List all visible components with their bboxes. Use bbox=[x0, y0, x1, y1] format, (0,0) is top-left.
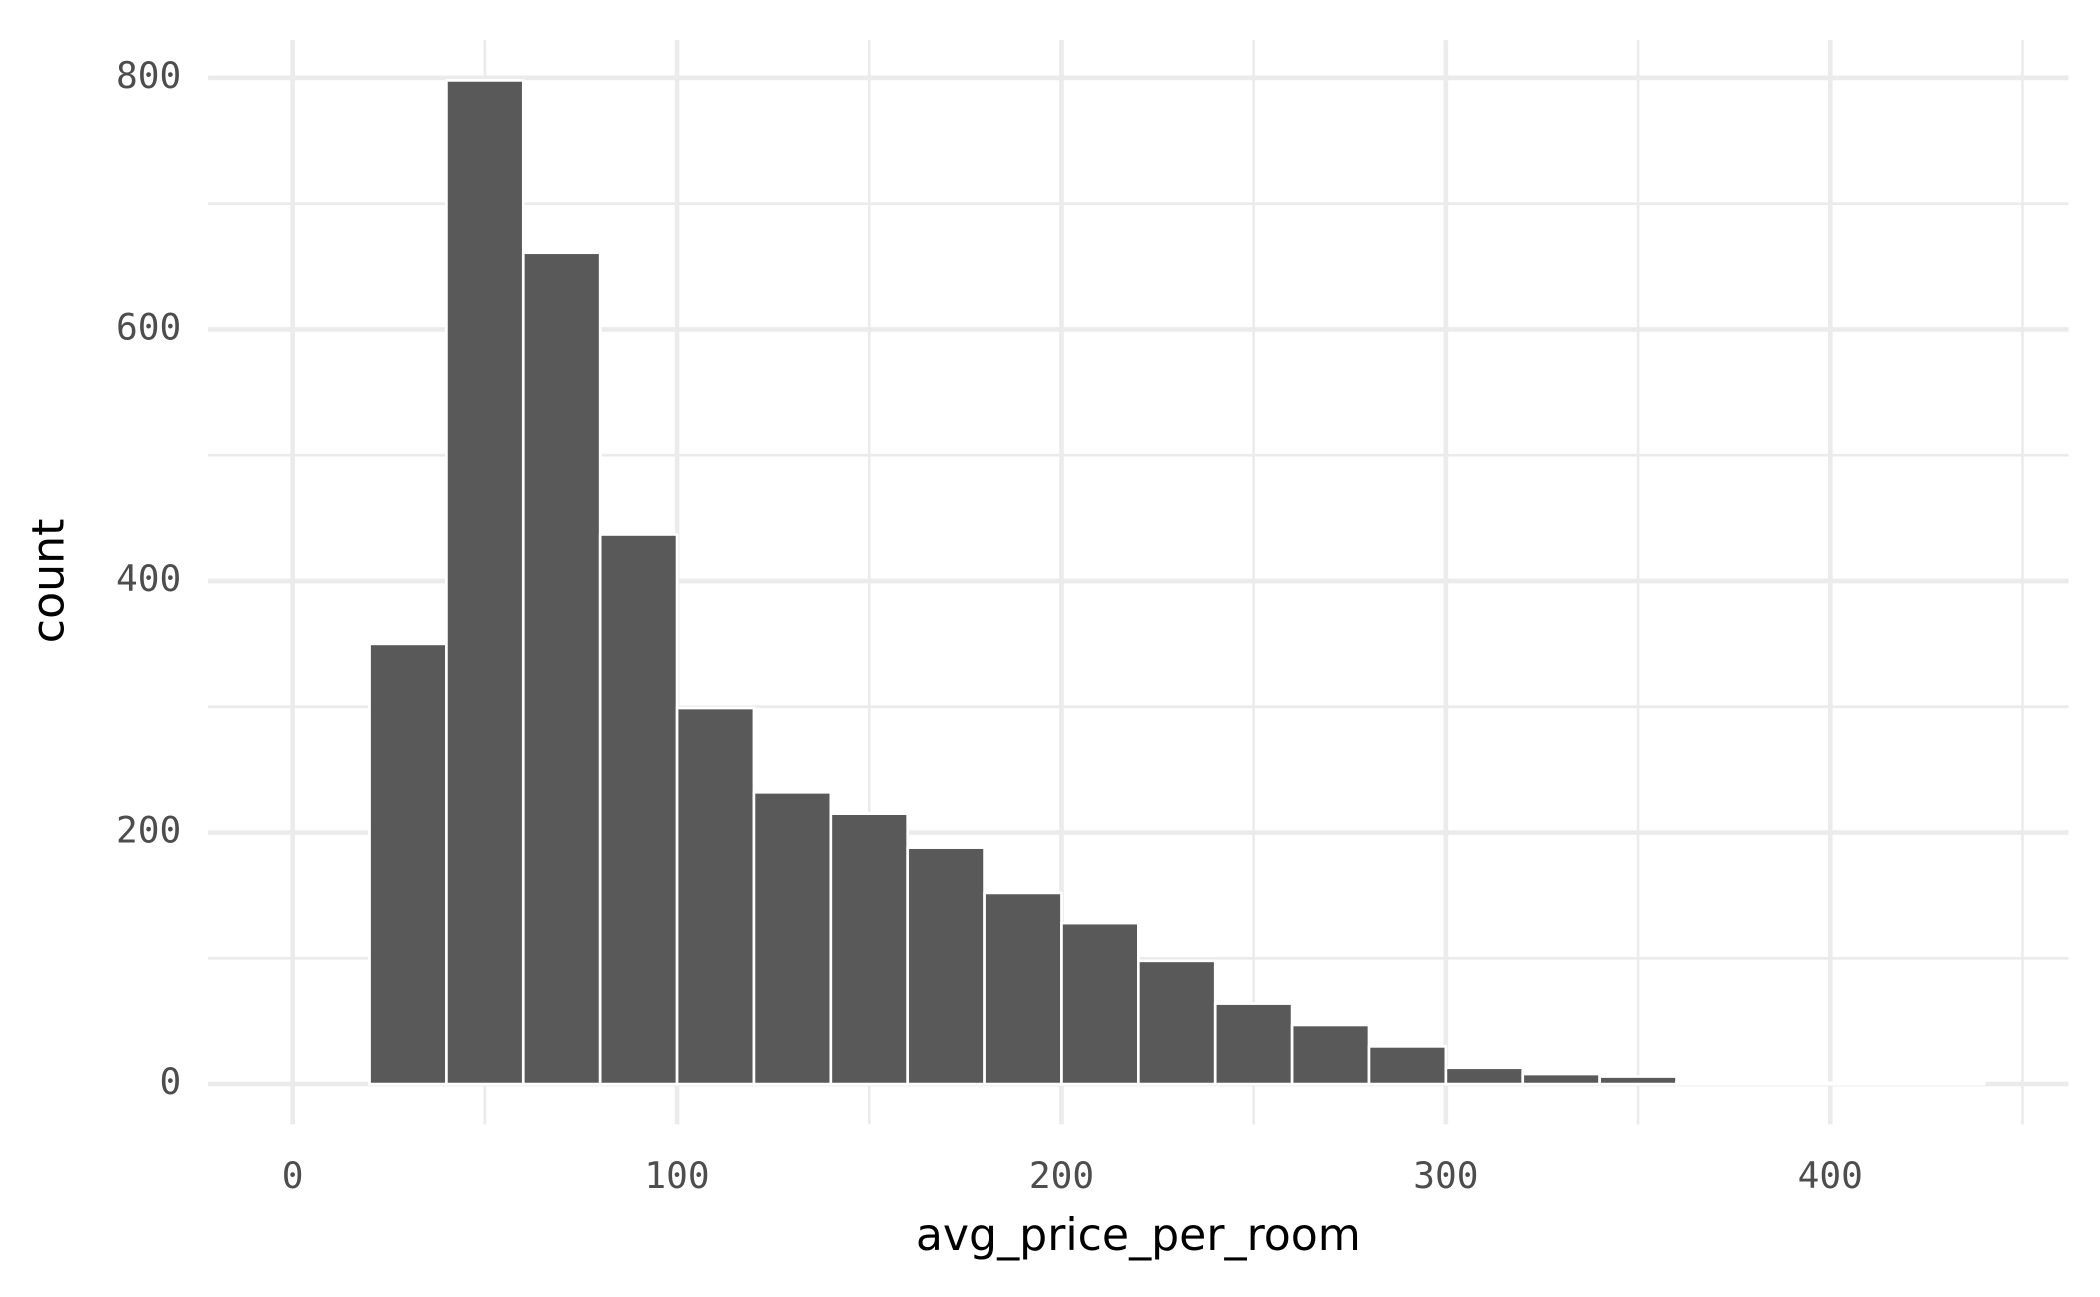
bar bbox=[1675, 1081, 1755, 1086]
bar bbox=[1752, 1081, 1832, 1086]
y-tick-label: 400 bbox=[116, 557, 181, 600]
y-tick-label: 600 bbox=[116, 305, 181, 348]
x-tick-label: 0 bbox=[282, 1154, 304, 1197]
bar bbox=[1060, 921, 1140, 1086]
bar bbox=[906, 846, 986, 1086]
bar bbox=[598, 533, 679, 1086]
y-axis-title: count bbox=[23, 519, 74, 644]
bar bbox=[1290, 1023, 1371, 1086]
bar bbox=[983, 891, 1063, 1086]
bar bbox=[1444, 1066, 1525, 1086]
bar bbox=[368, 642, 448, 1086]
bar bbox=[829, 812, 910, 1086]
bar bbox=[1905, 1081, 1986, 1086]
y-tick-label: 800 bbox=[116, 54, 181, 97]
x-tick-label: 100 bbox=[644, 1154, 709, 1197]
x-tick-label: 400 bbox=[1798, 1154, 1863, 1197]
y-tick-label: 0 bbox=[160, 1060, 182, 1103]
x-axis-title: avg_price_per_room bbox=[916, 1210, 1361, 1261]
bar bbox=[1213, 1002, 1294, 1086]
bar bbox=[1598, 1075, 1678, 1086]
bar bbox=[1367, 1045, 1448, 1086]
bar bbox=[1828, 1081, 1909, 1086]
x-tick-label: 200 bbox=[1029, 1154, 1094, 1197]
bar bbox=[445, 79, 525, 1086]
bar bbox=[752, 790, 833, 1086]
bar bbox=[521, 251, 602, 1086]
bar bbox=[675, 706, 756, 1086]
bar bbox=[1521, 1072, 1601, 1086]
x-tick-label: 300 bbox=[1413, 1154, 1478, 1197]
y-tick-label: 200 bbox=[116, 809, 181, 852]
bar bbox=[1137, 959, 1217, 1086]
